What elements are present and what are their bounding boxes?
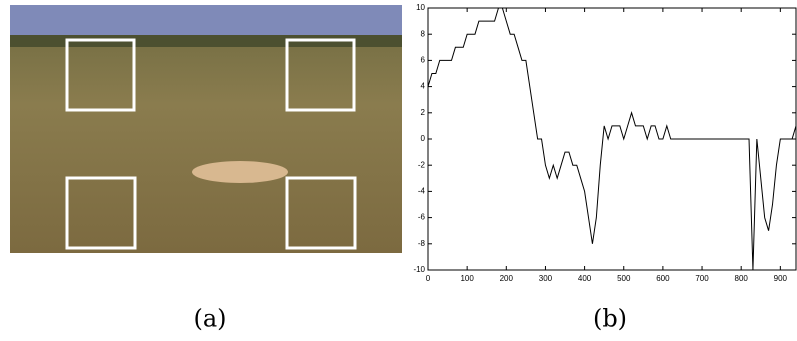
y-tick-label: -10 [413, 265, 425, 274]
x-tick-label: 700 [695, 274, 709, 283]
cheetah [192, 161, 288, 183]
x-tick-label: 500 [617, 274, 631, 283]
caption: (b) [593, 305, 627, 333]
photo [10, 5, 402, 253]
x-tick-label: 200 [500, 274, 514, 283]
x-tick-label: 400 [578, 274, 592, 283]
y-tick-label: 4 [421, 82, 426, 91]
y-tick-label: 8 [421, 29, 426, 38]
sky [10, 5, 402, 35]
x-tick-label: 800 [735, 274, 749, 283]
series-line [428, 8, 796, 270]
page: (a) (b) -10-8-6-4-2024681001002003004005… [0, 0, 797, 341]
y-tick-label: -6 [418, 213, 426, 222]
figure: (a) (b) -10-8-6-4-2024681001002003004005… [0, 0, 797, 341]
x-tick-label: 300 [539, 274, 553, 283]
y-tick-label: 10 [416, 3, 425, 12]
caption: (a) [193, 305, 226, 333]
x-tick-label: 600 [656, 274, 670, 283]
y-tick-label: -4 [418, 187, 426, 196]
x-tick-label: 900 [774, 274, 788, 283]
y-tick-label: -2 [418, 160, 426, 169]
y-tick-label: 2 [421, 108, 426, 117]
y-tick-label: -8 [418, 239, 426, 248]
y-tick-label: 6 [421, 56, 426, 65]
y-tick-label: 0 [421, 134, 426, 143]
x-tick-label: 0 [426, 274, 431, 283]
x-tick-label: 100 [460, 274, 474, 283]
